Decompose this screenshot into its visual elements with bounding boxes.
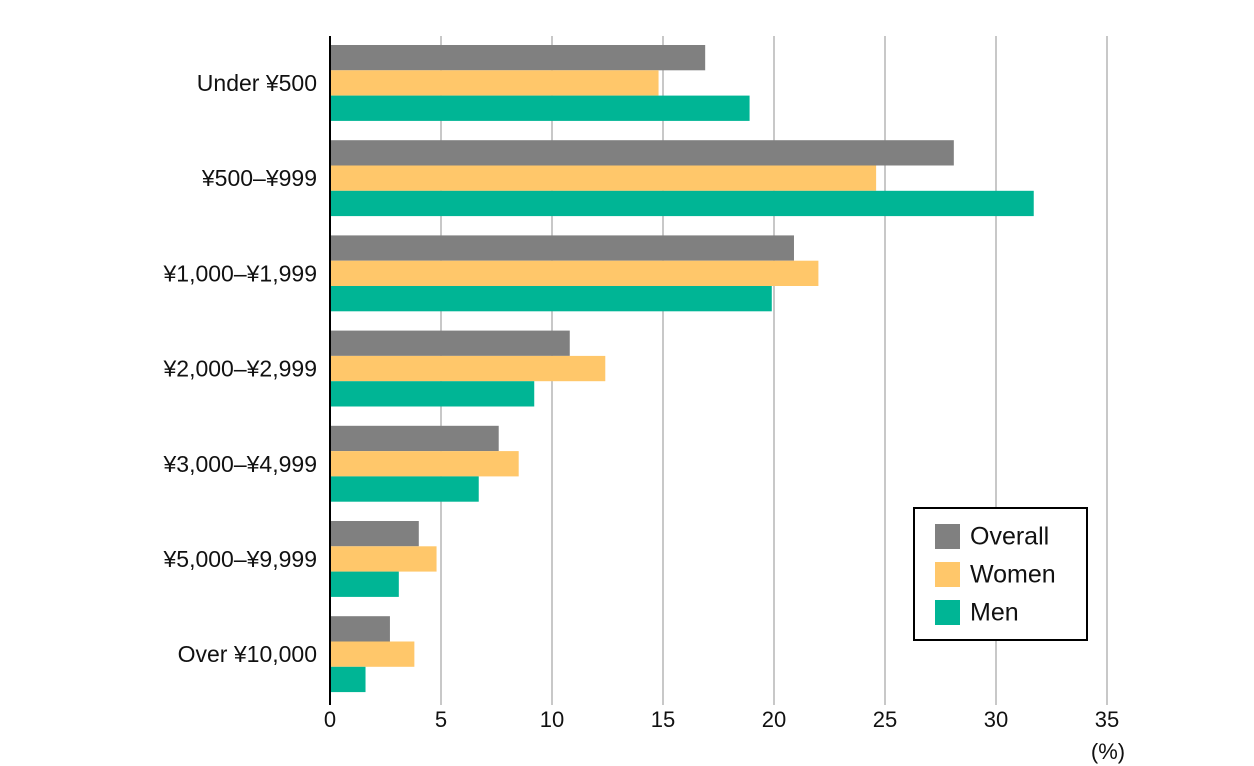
x-tick-label: 35: [1095, 707, 1119, 732]
bar-men: [330, 190, 1034, 217]
legend-label: Men: [970, 599, 1019, 627]
bar-women: [330, 451, 519, 477]
category-label: ¥1,000–¥1,999: [163, 260, 318, 286]
bar-overall: [330, 330, 570, 356]
bar-men: [330, 571, 399, 597]
category-label: ¥2,000–¥2,999: [163, 356, 318, 382]
bar-women: [330, 641, 415, 667]
bar-overall: [330, 521, 419, 547]
legend-swatch-men: [935, 600, 960, 625]
bar-women: [330, 355, 606, 382]
x-tick-labels: 0 5 10 15 20 25 30 35: [324, 707, 1119, 732]
category-label: ¥5,000–¥9,999: [163, 546, 318, 572]
bar-overall: [330, 425, 499, 452]
bars: [330, 45, 1034, 693]
category-label: Under ¥500: [197, 70, 317, 96]
bar-men: [330, 476, 479, 502]
bar-men: [330, 286, 772, 312]
category-label: ¥500–¥999: [201, 165, 317, 191]
legend-label: Overall: [970, 523, 1049, 551]
x-tick-label: 20: [762, 707, 786, 732]
legend-swatch-women: [935, 562, 960, 587]
bar-overall: [330, 45, 706, 71]
x-tick-label: 5: [435, 707, 447, 732]
bar-women: [330, 70, 659, 96]
legend-swatch-overall: [935, 524, 960, 549]
legend: Overall Women Men: [913, 507, 1088, 641]
x-tick-label: 25: [873, 707, 897, 732]
bar-women: [330, 260, 819, 286]
bar-men: [330, 95, 750, 121]
x-tick-label: 30: [984, 707, 1008, 732]
x-tick-label: 10: [540, 707, 564, 732]
category-label: ¥3,000–¥4,999: [163, 451, 318, 477]
x-tick-label: 0: [324, 707, 336, 732]
bar-men: [330, 666, 366, 693]
bar-men: [330, 381, 535, 407]
category-labels: Under ¥500 ¥500–¥999 ¥1,000–¥1,999 ¥2,000–¥…: [163, 70, 318, 667]
bar-overall: [330, 616, 390, 642]
category-label: Over ¥10,000: [178, 641, 317, 667]
bar-women: [330, 546, 437, 572]
bar-overall: [330, 235, 794, 261]
x-tick-label: 15: [651, 707, 675, 732]
x-unit-label: (%): [1091, 739, 1125, 764]
legend-label: Women: [970, 561, 1056, 589]
bar-women: [330, 165, 877, 191]
bar-overall: [330, 140, 954, 166]
